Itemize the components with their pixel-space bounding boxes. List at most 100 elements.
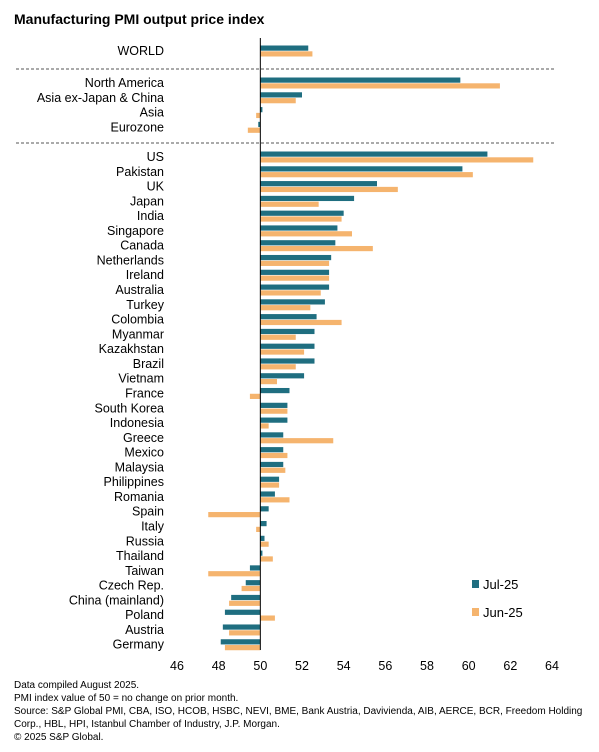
- note-copyright: © 2025 S&P Global.: [14, 732, 104, 743]
- bar-jul: [260, 314, 317, 320]
- category-label: Taiwan: [125, 564, 164, 578]
- category-label: Canada: [120, 239, 164, 253]
- bar-jul: [249, 565, 261, 571]
- category-label: Kazakhstan: [99, 342, 164, 356]
- note-compiled: Data compiled August 2025.: [14, 680, 140, 691]
- bar-jun: [260, 334, 296, 340]
- bar-jun: [260, 408, 288, 414]
- bar-jul: [260, 506, 269, 512]
- note-source: Source: S&P Global PMI, CBA, ISO, HCOB, …: [14, 706, 583, 730]
- bar-jul: [260, 491, 275, 497]
- category-label: Romania: [114, 490, 164, 504]
- chart-notes: Data compiled August 2025. PMI index val…: [14, 679, 589, 744]
- bar-jun: [260, 201, 319, 207]
- bar-jul: [222, 624, 261, 630]
- bar-jul: [260, 195, 355, 202]
- bar-jun: [260, 349, 305, 355]
- bar-jul: [258, 121, 261, 128]
- legend-swatch-jul: [472, 580, 479, 588]
- category-label: Austria: [125, 623, 164, 637]
- category-label: Malaysia: [115, 460, 164, 474]
- bar-jun: [229, 630, 261, 636]
- bar-jun: [260, 275, 330, 281]
- category-label: Italy: [141, 520, 165, 534]
- bar-jul: [260, 225, 338, 231]
- bar-jun: [260, 157, 534, 163]
- x-tick-label: 50: [253, 659, 267, 673]
- category-label: Singapore: [107, 224, 164, 238]
- bar-jul: [260, 358, 315, 364]
- bar-jul: [260, 373, 305, 379]
- bar-jul: [260, 299, 325, 305]
- bar-jun: [260, 423, 269, 429]
- bar-jul: [260, 45, 309, 51]
- category-label: Netherlands: [97, 253, 164, 267]
- bar-jul: [245, 580, 261, 586]
- bar-jul: [260, 343, 315, 349]
- category-label: WORLD: [117, 44, 164, 58]
- bar-jun: [260, 364, 296, 370]
- bar-jun: [247, 127, 261, 133]
- category-label: Colombia: [111, 313, 164, 327]
- category-label: Myanmar: [112, 327, 164, 341]
- legend-label: Jun-25: [483, 605, 523, 620]
- x-tick-label: 58: [420, 659, 434, 673]
- bar-jun: [249, 393, 261, 399]
- bar-jun: [256, 526, 261, 532]
- bar-jul: [260, 432, 284, 438]
- bar-jun: [260, 541, 269, 547]
- bar-jul: [260, 387, 290, 394]
- bar-jul: [231, 594, 261, 601]
- legend-swatch-jun: [472, 608, 479, 616]
- bar-jun: [260, 216, 342, 222]
- category-label: Mexico: [124, 446, 164, 460]
- bar-jul: [260, 240, 336, 246]
- category-label: France: [125, 386, 164, 400]
- bar-jun: [260, 245, 373, 252]
- bar-jun: [224, 645, 261, 651]
- bar-jun: [260, 379, 277, 385]
- category-label: US: [147, 150, 164, 164]
- category-label: India: [137, 209, 164, 223]
- chart-title: Manufacturing PMI output price index: [14, 11, 265, 27]
- bar-jul: [260, 550, 263, 556]
- category-label: Asia ex-Japan & China: [37, 91, 164, 105]
- bar-jul: [260, 402, 288, 408]
- x-tick-label: 54: [337, 659, 351, 673]
- bar-jun: [260, 172, 473, 178]
- x-tick-label: 64: [545, 659, 559, 673]
- category-label: Asia: [140, 106, 164, 120]
- bar-jun: [260, 186, 398, 193]
- bar-jul: [260, 166, 463, 172]
- bar-jul: [260, 77, 461, 83]
- bar-jun: [256, 112, 261, 119]
- category-label: Australia: [115, 283, 164, 297]
- bar-jul: [260, 461, 284, 468]
- category-label: Turkey: [126, 298, 164, 312]
- bar-jul: [224, 609, 261, 615]
- bar-jun: [260, 556, 273, 562]
- category-label: Czech Rep.: [99, 579, 164, 593]
- bar-jul: [260, 417, 288, 423]
- category-label: UK: [147, 180, 165, 194]
- bar-jul: [260, 254, 332, 261]
- bar-jul: [260, 151, 488, 157]
- bar-jul: [260, 476, 280, 482]
- bar-jul: [260, 210, 344, 216]
- note-definition: PMI index value of 50 = no change on pri…: [14, 693, 239, 704]
- legend-label: Jul-25: [483, 577, 518, 592]
- x-tick-label: 60: [462, 659, 476, 673]
- category-label: Thailand: [116, 549, 164, 563]
- category-label: Philippines: [104, 475, 164, 489]
- bar-jun: [260, 438, 334, 444]
- category-label: North America: [85, 76, 164, 90]
- bar-jun: [260, 482, 280, 488]
- bar-jun: [260, 305, 311, 311]
- bar-jun: [241, 585, 261, 592]
- bar-jul: [260, 284, 330, 290]
- x-tick-label: 52: [295, 659, 309, 673]
- x-tick-label: 62: [503, 659, 517, 673]
- bar-jun: [260, 467, 286, 473]
- bar-jul: [260, 181, 377, 187]
